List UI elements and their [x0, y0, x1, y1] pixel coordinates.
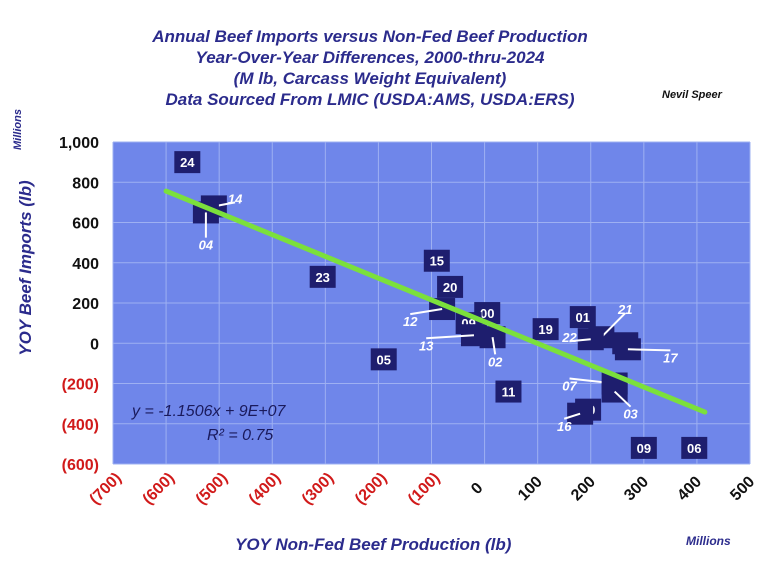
data-label: 06: [687, 441, 701, 456]
y-tick-label: 800: [72, 175, 99, 192]
y-tick-label: (200): [62, 377, 99, 394]
x-axis-label: YOY Non-Fed Beef Production (lb): [235, 535, 512, 554]
x-tick-label: 300: [621, 473, 652, 504]
trendline: [163, 188, 708, 415]
leader-line: [491, 337, 497, 355]
data-label: 00: [480, 306, 494, 321]
regression-equation: y = -1.1506x + 9E+07: [131, 403, 287, 420]
x-tick-label: (300): [299, 470, 337, 508]
data-label: 15: [430, 254, 444, 269]
x-tick-label: 200: [568, 473, 599, 504]
data-label: 14: [228, 191, 243, 206]
leader-line: [627, 348, 671, 352]
leader-line: [613, 390, 632, 408]
x-tick-label: 500: [727, 473, 758, 504]
chart-title: Annual Beef Imports versus Non-Fed Beef …: [60, 26, 680, 110]
title-line-2: Year-Over-Year Differences, 2000-thru-20…: [195, 48, 545, 67]
data-point-09: [630, 436, 657, 459]
y-tick-label: 600: [72, 216, 99, 233]
data-point-06: [681, 436, 708, 459]
y-tick-label: (400): [62, 417, 99, 434]
leader-line: [563, 412, 581, 420]
data-point-01: [569, 306, 596, 329]
x-axis-unit: Millions: [686, 534, 731, 548]
data-label: 02: [488, 354, 503, 369]
data-label: 23: [315, 270, 329, 285]
r-squared: R² = 0.75: [207, 427, 273, 444]
data-label: 22: [561, 330, 577, 345]
data-label: 04: [199, 238, 214, 253]
x-tick-label: 100: [515, 473, 546, 504]
x-tick-label: (100): [405, 470, 443, 508]
data-label: 01: [576, 310, 590, 325]
title-line-1: Annual Beef Imports versus Non-Fed Beef …: [152, 27, 588, 46]
y-tick-label: (600): [62, 457, 99, 474]
data-label: 09: [637, 441, 651, 456]
leader-line: [569, 338, 591, 343]
data-label: 17: [663, 350, 678, 365]
author-credit: Nevil Speer: [662, 89, 722, 101]
data-point-23: [309, 265, 336, 288]
leader-line: [410, 308, 443, 316]
x-tick-label: (600): [140, 470, 178, 508]
leader-line: [600, 312, 626, 338]
x-tick-label: (700): [87, 470, 125, 508]
data-label: 07: [562, 379, 577, 394]
y-tick-label: 1,000: [59, 135, 99, 152]
data-point-24: [174, 151, 201, 174]
data-label: 11: [502, 385, 516, 400]
data-point-05: [370, 348, 397, 371]
leader-line: [426, 334, 475, 340]
data-label: 21: [617, 302, 632, 317]
data-label: 19: [538, 322, 552, 337]
x-tick-label: 400: [674, 473, 705, 504]
data-point-15: [423, 249, 450, 272]
y-tick-label: 200: [72, 296, 99, 313]
x-tick-label: 0: [468, 480, 486, 498]
data-point-19: [532, 318, 559, 341]
title-line-3: (M lb, Carcass Weight Equivalent): [233, 69, 507, 88]
x-tick-label: (400): [246, 470, 284, 508]
title-line-4: Data Sourced From LMIC (USDA:AMS, USDA:E…: [165, 90, 575, 109]
x-tick-label: (200): [352, 470, 390, 508]
data-label: 05: [376, 352, 390, 367]
data-label: 20: [443, 280, 457, 295]
y-tick-label: 400: [72, 256, 99, 273]
data-point-11: [495, 380, 522, 403]
data-label: 13: [419, 338, 434, 353]
data-label: 03: [623, 407, 638, 422]
data-point-20: [437, 275, 464, 298]
data-label: 12: [403, 314, 418, 329]
data-label: 16: [557, 419, 572, 434]
y-tick-label: 0: [90, 336, 99, 353]
data-label: 24: [180, 155, 195, 170]
x-tick-label: (500): [193, 470, 231, 508]
